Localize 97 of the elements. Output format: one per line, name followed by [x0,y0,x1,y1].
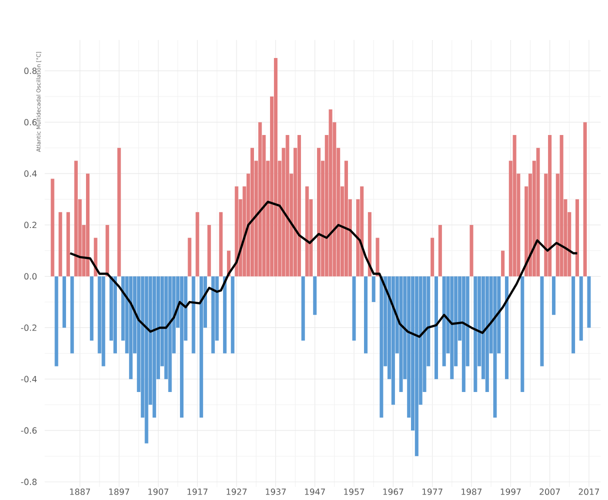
y-tick-label: 0.8 [24,68,37,74]
bar [113,276,117,354]
bar [223,276,227,354]
bar [74,160,78,276]
bar [286,135,290,276]
bar [548,135,552,276]
y-tick-label: 0.0 [24,273,37,280]
bar [376,238,380,276]
bar [234,186,238,276]
bar [399,276,403,392]
bar [200,276,204,418]
bar [192,276,196,354]
x-tick-label: 1967 [383,488,404,495]
bar [301,276,305,341]
y-tick-label: -0.8 [21,478,37,486]
x-tick-label: 1957 [344,488,364,495]
bar [328,109,332,276]
x-tick-label: 1997 [500,488,521,495]
bar [230,276,234,354]
x-tick-label: 1887 [70,488,90,495]
bar [66,212,70,276]
y-tick-label: -0.6 [21,427,37,434]
bar [352,276,356,341]
bar [540,276,544,366]
bar [372,276,376,302]
bar [470,224,474,276]
x-tick-label: 1977 [422,488,442,495]
bar [258,122,262,276]
bar [144,276,148,444]
bar [211,276,215,354]
bar [485,276,489,392]
bar [207,224,211,276]
bar [414,276,418,456]
bar [180,276,184,418]
x-tick-label: 1897 [109,488,130,495]
y-tick-label: 0.2 [24,222,36,228]
bar [536,148,540,276]
bar [168,276,172,392]
bar [117,148,121,276]
bar [572,276,576,354]
x-tick-label: 1947 [305,488,325,495]
x-tick-label: 1927 [226,488,247,495]
bar [188,238,192,276]
bar [305,186,309,276]
bar [552,276,556,315]
bar [512,135,516,276]
bar [274,58,278,276]
bar [250,148,254,276]
bar [520,276,524,392]
bar [129,276,133,380]
bar [90,276,94,341]
x-tick-label: 1937 [266,488,286,495]
x-tick-label: 2017 [578,488,600,495]
bar [391,276,395,405]
x-tick-label: 2007 [540,488,560,495]
bar [462,276,466,392]
bar [70,276,74,354]
bar [575,199,579,276]
bar [86,174,90,276]
bar [196,212,200,276]
y-tick-label: -0.4 [21,376,37,382]
bar [317,148,321,276]
y-tick-label: -0.2 [21,324,36,331]
bar [442,276,446,366]
bar [297,135,301,276]
x-tick-label: 1907 [148,488,168,495]
bar [430,238,434,276]
bar [364,276,368,354]
y-tick-label: 0.6 [24,119,37,126]
bar [50,178,54,276]
bar [587,276,591,328]
x-tick-label: 1917 [188,488,208,495]
bar [579,276,583,341]
bar [219,212,223,276]
bar [380,276,384,418]
bar [102,276,106,366]
bar [152,276,156,418]
bar [504,276,508,380]
y-tick-label: 0.4 [24,170,37,177]
bar [450,276,454,380]
bar [62,276,66,328]
bar [438,224,442,276]
bar [560,135,564,276]
bar [54,276,58,366]
bar [474,276,478,392]
bar [501,250,505,276]
bar [360,186,364,276]
bar [434,276,438,380]
bar [344,160,348,276]
bar [313,276,317,315]
bar [493,276,497,418]
line-series [69,200,578,338]
bar [368,212,372,276]
bar [583,122,587,276]
bar [106,224,110,276]
bar [58,212,62,276]
x-tick-label: 1987 [462,488,482,495]
